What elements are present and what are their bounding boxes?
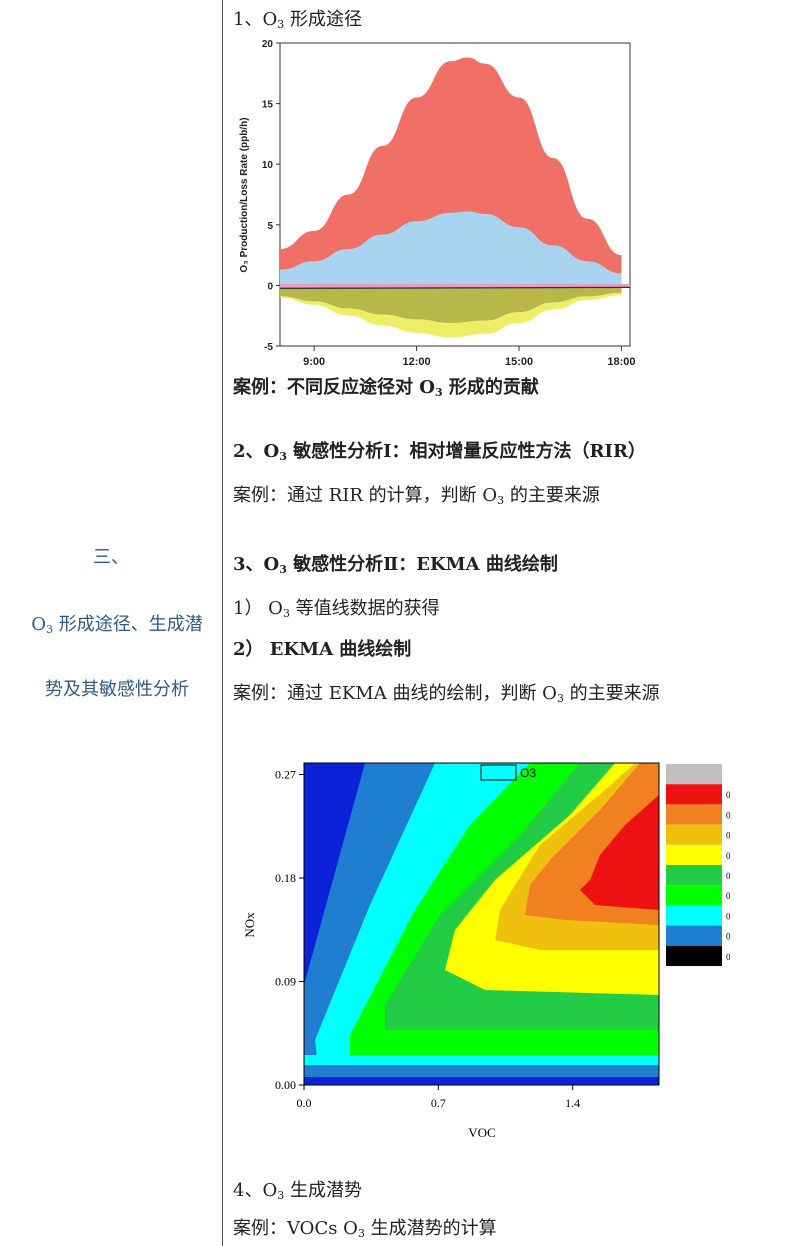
y-tick-label: 5 <box>267 221 273 232</box>
legend-swatch <box>666 804 722 825</box>
legend-swatch <box>666 925 722 946</box>
legend-label: 0.08675 <box>726 891 730 901</box>
legend-label: 0.1837 <box>726 810 730 820</box>
legend-swatch <box>666 905 722 926</box>
y-tick-label: 20 <box>262 39 274 50</box>
legend-swatch <box>666 885 722 906</box>
legend-swatch <box>666 844 722 865</box>
plot-frame <box>303 762 660 1086</box>
legend-swatch <box>666 824 722 845</box>
column-divider <box>222 0 223 1246</box>
sub-item-1: 1） O3 等值线数据的获得 <box>233 598 440 620</box>
series-red-area <box>280 57 622 286</box>
heading-1: 1、O3 形成途径 <box>233 9 362 31</box>
legend-label: 0.1595 <box>726 831 730 841</box>
x-tick-label: 15:00 <box>505 356 533 365</box>
x-axis-label: VOC <box>468 1125 495 1140</box>
legend-swatch <box>666 764 722 785</box>
legend-label: 0.06250 <box>726 911 730 921</box>
x-tick-label: 9:00 <box>303 356 325 365</box>
case-2: 案例：通过 RIR 的计算，判断 O3 的主要来源 <box>233 485 600 507</box>
legend-label: 0.1352 <box>726 851 730 861</box>
y-tick-label: 10 <box>262 160 274 171</box>
y-axis-label: O₃ Production/Loss Rate (ppb/h) <box>239 117 250 272</box>
series-blue-area <box>280 211 622 286</box>
case-1: 案例：不同反应途径对 O3 形成的贡献 <box>233 377 539 399</box>
o3-label-box <box>480 764 517 781</box>
y-tick-label: 0.09 <box>275 975 296 989</box>
legend-swatch <box>666 945 722 966</box>
x-tick-label: 12:00 <box>403 356 431 365</box>
section-title-line2: 势及其敏感性分析 <box>45 679 189 700</box>
y-tick-label: 0.27 <box>275 768 296 782</box>
x-tick-label: 1.4 <box>565 1096 580 1110</box>
section-title-line1: O3 形成途径、生成潜 <box>31 614 203 636</box>
x-tick-label: 0.7 <box>431 1096 446 1110</box>
legend-label: 0.03825 <box>726 932 730 942</box>
section-title: O3 形成途径、生成潜 势及其敏感性分析 <box>12 595 222 720</box>
legend-swatch <box>666 865 722 886</box>
y-axis-label: NOx <box>242 912 257 938</box>
y-tick-label: 0 <box>267 281 273 292</box>
heading-4: 4、O3 生成潜势 <box>233 1180 362 1202</box>
legend-swatch <box>666 784 722 805</box>
series-pink-band <box>280 283 630 287</box>
series-olive-area <box>280 285 622 323</box>
case-3: 案例：通过 EKMA 曲线的绘制，判断 O3 的主要来源 <box>233 683 660 705</box>
x-tick-label: 0.0 <box>297 1096 312 1110</box>
heading-2: 2、O3 敏感性分析Ⅰ：相对增量反应性方法（RIR） <box>233 441 646 463</box>
section-number: 三、 <box>93 547 129 568</box>
y-tick-label: 15 <box>262 100 274 111</box>
legend-label: 0.1110 <box>726 871 730 881</box>
heading-3: 3、O3 敏感性分析Ⅱ：EKMA 曲线绘制 <box>233 554 558 576</box>
section-sidebar: 三、 O3 形成途径、生成潜 势及其敏感性分析 <box>0 0 222 1246</box>
y-tick-label: -5 <box>264 342 273 353</box>
legend-label: 0.01400 <box>726 952 730 962</box>
o3-rate-chart: -5 0 5 10 15 20 9:00 12:00 15:00 18:00 O₃ Produc… <box>239 39 636 365</box>
sub-item-2: 2） EKMA 曲线绘制 <box>233 639 412 660</box>
y-tick-label: 0.00 <box>275 1078 296 1092</box>
legend-label: 0.2080 <box>726 790 730 800</box>
series-dark-line <box>279 286 631 289</box>
case-4: 案例：VOCs O3 生成潜势的计算 <box>233 1218 497 1240</box>
chart-title: O3 <box>520 766 536 780</box>
x-tick-label: 18:00 <box>607 356 635 365</box>
y-tick-label: 0.18 <box>275 871 296 885</box>
ekma-contour-chart: O3 0.00 0.09 0.18 0.27 0.0 0.7 1.4 VOC NOx 0.… <box>242 762 730 1140</box>
